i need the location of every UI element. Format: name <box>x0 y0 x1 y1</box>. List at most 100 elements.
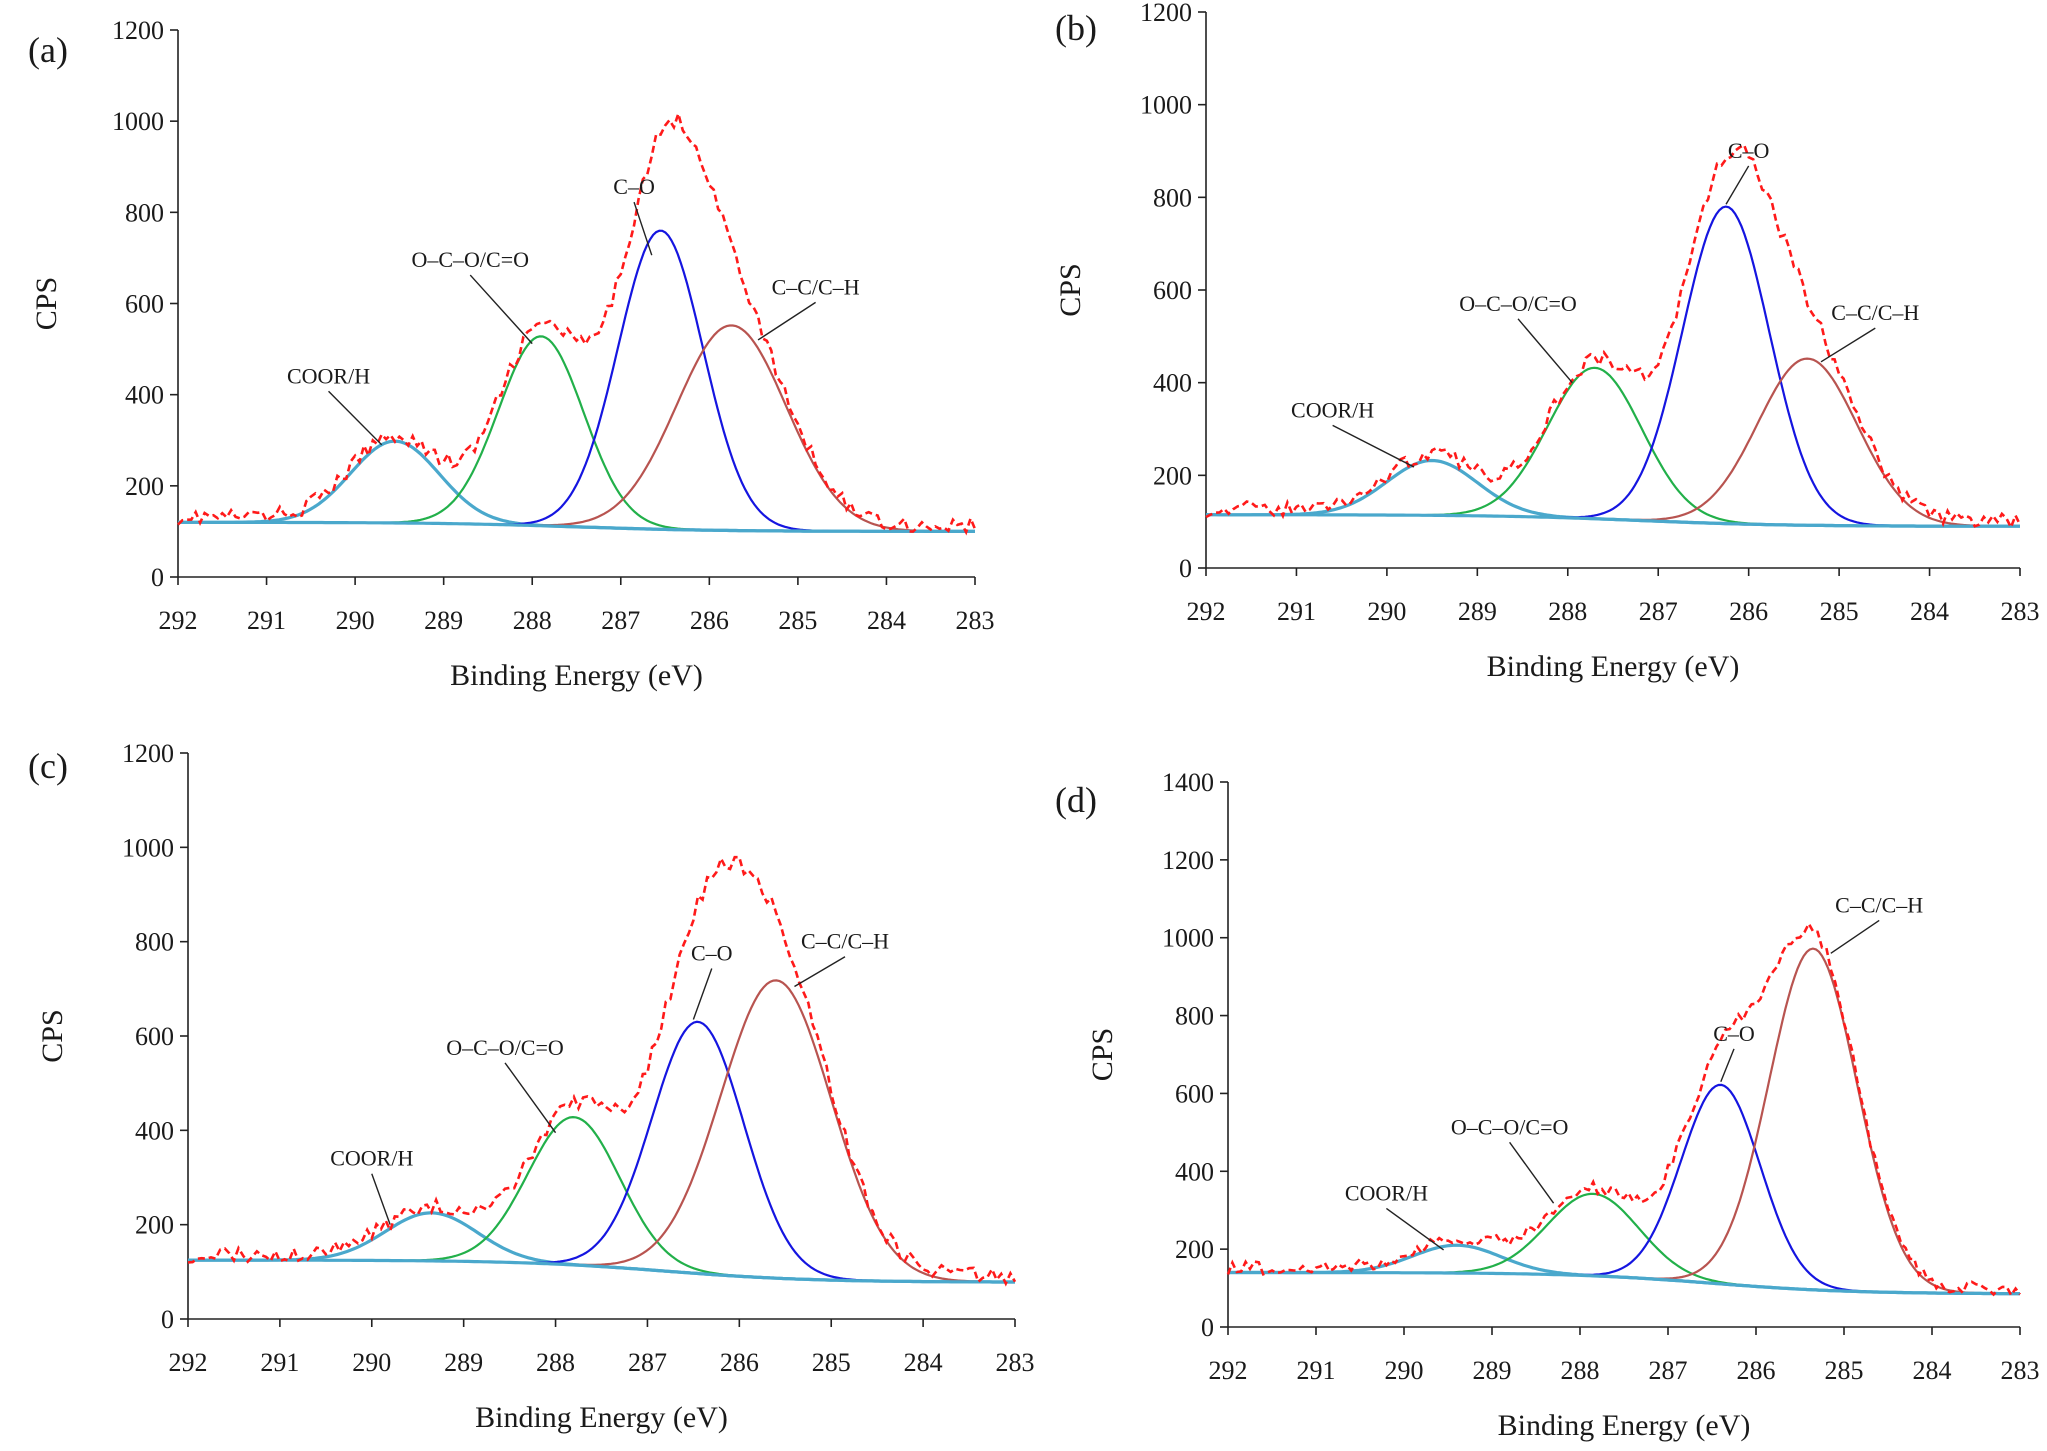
x-tick-label: 289 <box>444 1348 483 1377</box>
x-tick-label: 285 <box>812 1348 851 1377</box>
x-tick-label: 284 <box>1913 1356 1952 1385</box>
annotation-cc: C–C/C–H <box>772 274 860 299</box>
y-tick-label: 400 <box>135 1116 174 1145</box>
x-tick-label: 291 <box>247 606 286 635</box>
y-tick-label: 600 <box>1175 1079 1214 1108</box>
x-tick-label: 283 <box>2001 1356 2040 1385</box>
x-tick-label: 287 <box>1649 1356 1688 1385</box>
annotation-cc: C–C/C–H <box>1831 300 1919 325</box>
envelope-curve <box>1205 143 2022 531</box>
annotation-co: C–O <box>691 941 733 966</box>
y-tick-label: 1000 <box>1162 924 1214 953</box>
y-tick-label: 0 <box>1201 1313 1214 1342</box>
annotation-ocoo: O–C–O/C=O <box>446 1035 564 1060</box>
annotation-leader <box>1385 1207 1445 1251</box>
y-tick-label: 200 <box>135 1211 174 1240</box>
envelope-curve <box>177 109 977 536</box>
y-axis-label: CPS <box>36 1009 69 1062</box>
x-tick-label: 292 <box>169 1348 208 1377</box>
y-tick-label: 600 <box>135 1022 174 1051</box>
x-tick-label: 290 <box>352 1348 391 1377</box>
annotation-coorh: COOR/H <box>1291 397 1374 422</box>
baseline <box>178 520 975 533</box>
x-tick-label: 292 <box>159 606 198 635</box>
x-tick-label: 283 <box>2001 597 2040 626</box>
annotation-ocoo: O–C–O/C=O <box>1459 291 1577 316</box>
x-tick-label: 287 <box>628 1348 667 1377</box>
y-tick-label: 400 <box>125 381 164 410</box>
x-tick-label: 288 <box>513 606 552 635</box>
peak-cc <box>1206 357 2020 528</box>
y-tick-label: 0 <box>151 563 164 592</box>
y-tick-label: 600 <box>1153 276 1192 305</box>
x-tick-label: 286 <box>720 1348 759 1377</box>
x-tick-label: 285 <box>778 606 817 635</box>
y-tick-label: 800 <box>125 198 164 227</box>
annotation-leader <box>794 956 846 988</box>
x-tick-label: 288 <box>536 1348 575 1377</box>
y-tick-label: 1000 <box>1140 91 1192 120</box>
peak-cc <box>188 979 1015 1284</box>
y-axis-label: CPS <box>30 277 63 330</box>
annotation-coorh: COOR/H <box>287 363 370 388</box>
y-tick-label: 400 <box>1153 369 1192 398</box>
annotation-ocoo: O–C–O/C=O <box>1451 1114 1569 1139</box>
y-tick-label: 1200 <box>1162 846 1214 875</box>
x-tick-label: 289 <box>1458 597 1497 626</box>
peak-co <box>188 1020 1015 1284</box>
x-tick-label: 286 <box>690 606 729 635</box>
x-tick-label: 284 <box>904 1348 943 1377</box>
annotation-leader <box>1509 1141 1555 1204</box>
x-tick-label: 290 <box>336 606 375 635</box>
x-tick-label: 291 <box>1297 1356 1336 1385</box>
peak-cc <box>178 324 975 533</box>
annotation-leader <box>469 274 533 345</box>
y-tick-label: 1200 <box>1140 0 1192 27</box>
annotation-co: C–O <box>613 174 655 199</box>
x-tick-label: 291 <box>260 1348 299 1377</box>
baseline <box>1228 1270 2020 1296</box>
annotation-leader <box>692 968 713 1020</box>
x-tick-label: 284 <box>1910 597 1949 626</box>
y-tick-label: 1200 <box>112 16 164 45</box>
annotation-coorh: COOR/H <box>1345 1180 1428 1205</box>
annotation-leader <box>757 301 816 341</box>
y-tick-label: 200 <box>1153 461 1192 490</box>
y-tick-label: 1000 <box>122 833 174 862</box>
y-tick-label: 600 <box>125 290 164 319</box>
y-tick-label: 1400 <box>1162 768 1214 797</box>
y-tick-label: 800 <box>1175 1002 1214 1031</box>
x-tick-label: 286 <box>1737 1356 1776 1385</box>
x-tick-label: 290 <box>1367 597 1406 626</box>
y-tick-label: 0 <box>1179 554 1192 583</box>
annotation-leader <box>371 1173 391 1225</box>
x-tick-label: 288 <box>1548 597 1587 626</box>
annotation-leader <box>633 201 653 256</box>
y-tick-label: 400 <box>1175 1157 1214 1186</box>
annotation-co: C–O <box>1728 138 1770 163</box>
annotation-leader <box>1517 318 1573 384</box>
chart-panel-d: (d) 0 200 400 600 800 1000 1200 1400 292 291 290 289… <box>1055 768 2040 1442</box>
x-tick-label: 288 <box>1561 1356 1600 1385</box>
chart-panel-a: (a) 0 200 400 600 800 1000 1200 292 291 290 289 288 2… <box>28 16 995 692</box>
peak-cc <box>1228 947 2020 1295</box>
annotation-leader <box>328 390 383 446</box>
y-tick-label: 200 <box>125 472 164 501</box>
x-tick-label: 285 <box>1825 1356 1864 1385</box>
annotation-ocoo: O–C–O/C=O <box>411 247 529 272</box>
annotation-leader <box>1725 165 1750 205</box>
x-axis-label: Binding Energy (eV) <box>1498 1409 1751 1442</box>
y-tick-label: 800 <box>1153 183 1192 212</box>
y-tick-label: 800 <box>135 928 174 957</box>
baseline <box>1206 513 2020 528</box>
x-tick-label: 284 <box>867 606 906 635</box>
annotation-coorh: COOR/H <box>330 1146 413 1171</box>
y-axis-label: CPS <box>1054 263 1087 316</box>
x-tick-label: 286 <box>1729 597 1768 626</box>
x-tick-label: 285 <box>1820 597 1859 626</box>
annotation-leader <box>1332 424 1415 468</box>
annotation-cc: C–C/C–H <box>1835 892 1923 917</box>
panel-label: (d) <box>1055 780 1097 820</box>
annotation-leader <box>1720 1048 1735 1083</box>
x-tick-label: 283 <box>956 606 995 635</box>
